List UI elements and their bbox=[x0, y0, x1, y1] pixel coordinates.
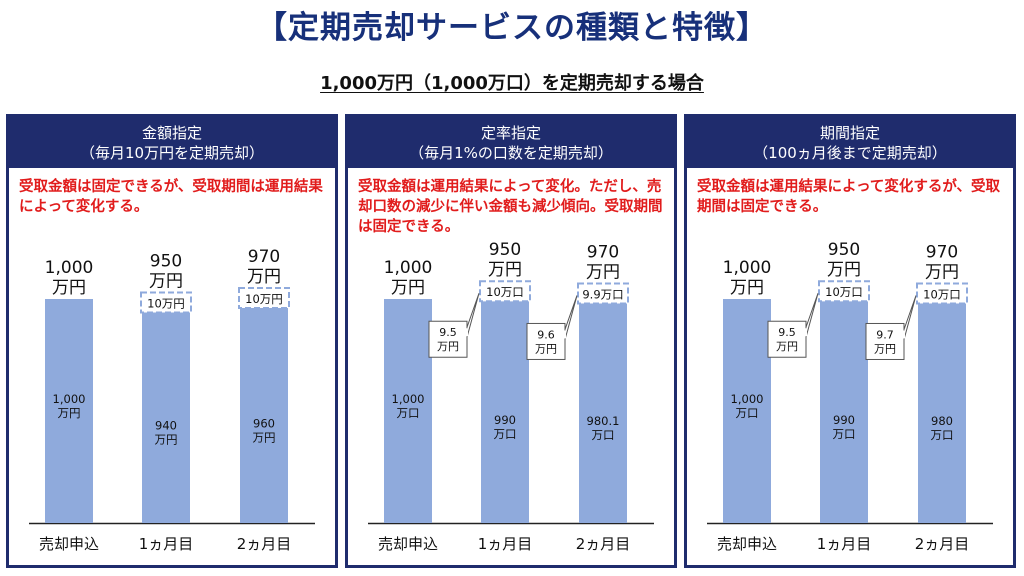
panel-period: 期間指定 （100ヵ月後まで定期売却） 受取金額は運用結果によって変化するが、受… bbox=[684, 114, 1016, 568]
panel-subtitle: （100ヵ月後まで定期売却） bbox=[753, 144, 947, 162]
panel-title: 定率指定 bbox=[480, 124, 541, 142]
sold-portion-label: 10万円 bbox=[245, 292, 283, 306]
proceeds-callout-label: 9.5 万円 bbox=[776, 326, 798, 353]
bar-remaining bbox=[142, 312, 190, 523]
panel-header: 期間指定 （100ヵ月後まで定期売却） bbox=[687, 117, 1013, 168]
bar-value-label: 1,000 万口 bbox=[392, 392, 425, 420]
sold-portion-label: 9.9万口 bbox=[582, 287, 623, 301]
callout-pointer bbox=[805, 293, 819, 338]
proceeds-callout-label: 9.5 万円 bbox=[437, 326, 459, 353]
sold-portion-box bbox=[818, 280, 870, 303]
proceeds-callout-box bbox=[428, 320, 468, 358]
callout-pointer bbox=[564, 295, 578, 340]
bar-value-label: 980 万口 bbox=[931, 414, 954, 442]
bar-remaining bbox=[918, 303, 966, 523]
total-value-label: 1,000 万円 bbox=[45, 258, 94, 298]
x-tick-label: 2ヵ月目 bbox=[576, 535, 631, 553]
callout-pointer bbox=[903, 295, 917, 340]
proceeds-callout-label: 9.6 万円 bbox=[535, 328, 557, 355]
panel-subtitle: （毎月10万円を定期売却） bbox=[79, 144, 265, 162]
bar-value-label: 1,000 万円 bbox=[53, 392, 86, 420]
x-tick-label: 2ヵ月目 bbox=[237, 535, 292, 553]
bar-value-label: 980.1 万口 bbox=[587, 414, 620, 442]
bar-value-label: 1,000 万口 bbox=[731, 392, 764, 420]
panel-title: 金額指定 bbox=[141, 124, 202, 142]
callout-pointer bbox=[466, 293, 480, 338]
bar-remaining bbox=[240, 307, 288, 523]
bar-value-label: 940 万円 bbox=[155, 419, 178, 447]
panel-header: 定率指定 （毎月1%の口数を定期売却） bbox=[348, 117, 674, 168]
bar-value-label: 990 万口 bbox=[494, 413, 517, 441]
panel-header: 金額指定 （毎月10万円を定期売却） bbox=[9, 117, 335, 168]
total-value-label: 970 万円 bbox=[247, 247, 281, 287]
sold-portion-box bbox=[238, 286, 290, 309]
proceeds-callout-box bbox=[526, 322, 566, 360]
panel-rate: 定率指定 （毎月1%の口数を定期売却） 受取金額は運用結果によって変化。ただし、… bbox=[345, 114, 677, 568]
total-value-label: 1,000 万円 bbox=[384, 258, 433, 298]
page-title: 【定期売却サービスの種類と特徴】 bbox=[256, 10, 768, 46]
total-value-label: 950 万円 bbox=[488, 240, 522, 280]
x-tick-label: 1ヵ月目 bbox=[478, 535, 533, 553]
panel-description: 受取金額は運用結果によって変化するが、受取期間は固定できる。 bbox=[697, 179, 1001, 215]
sold-portion-box bbox=[916, 282, 968, 305]
total-value-label: 970 万円 bbox=[586, 242, 620, 282]
sold-portion-box bbox=[479, 280, 531, 303]
total-value-label: 970 万円 bbox=[925, 242, 959, 282]
proceeds-callout-label: 9.7 万円 bbox=[874, 328, 896, 355]
proceeds-callout-box bbox=[865, 322, 905, 360]
sold-portion-box bbox=[577, 282, 629, 305]
x-tick-label: 売却申込 bbox=[717, 535, 777, 553]
bar-remaining bbox=[579, 303, 627, 523]
total-value-label: 950 万円 bbox=[149, 251, 183, 291]
bar-remaining bbox=[481, 301, 529, 523]
panel-description: 受取金額は運用結果によって変化。ただし、売却口数の減少に伴い金額も減少傾向。受取… bbox=[358, 179, 663, 235]
x-tick-label: 売却申込 bbox=[378, 535, 438, 553]
panel-description: 受取金額は固定できるが、受取期間は運用結果によって変化する。 bbox=[19, 179, 323, 215]
panel-subtitle: （毎月1%の口数を定期売却） bbox=[409, 144, 613, 162]
sold-portion-box bbox=[140, 291, 192, 314]
bar-remaining bbox=[384, 299, 432, 523]
total-value-label: 1,000 万円 bbox=[723, 258, 772, 298]
panel-title: 期間指定 bbox=[819, 124, 880, 142]
bar-value-label: 960 万円 bbox=[253, 416, 276, 444]
x-tick-label: 1ヵ月目 bbox=[817, 535, 872, 553]
proceeds-callout-box bbox=[767, 320, 807, 358]
x-tick-label: 1ヵ月目 bbox=[139, 535, 194, 553]
bar-value-label: 990 万口 bbox=[833, 413, 856, 441]
x-tick-label: 2ヵ月目 bbox=[915, 535, 970, 553]
total-value-label: 950 万円 bbox=[827, 240, 861, 280]
bar-remaining bbox=[45, 299, 93, 523]
page-subtitle: 1,000万円（1,000万口）を定期売却する場合 bbox=[0, 72, 1024, 96]
sold-portion-label: 10万口 bbox=[923, 287, 961, 301]
sold-portion-label: 10万円 bbox=[147, 296, 185, 310]
sold-portion-label: 10万口 bbox=[486, 285, 524, 299]
panel-amount: 金額指定 （毎月10万円を定期売却） 受取金額は固定できるが、受取期間は運用結果… bbox=[6, 114, 338, 568]
bar-remaining bbox=[723, 299, 771, 523]
bar-remaining bbox=[820, 301, 868, 523]
page-subtitle-text: 1,000万円（1,000万口）を定期売却する場合 bbox=[320, 73, 704, 94]
x-tick-label: 売却申込 bbox=[39, 535, 99, 553]
sold-portion-label: 10万口 bbox=[825, 285, 863, 299]
